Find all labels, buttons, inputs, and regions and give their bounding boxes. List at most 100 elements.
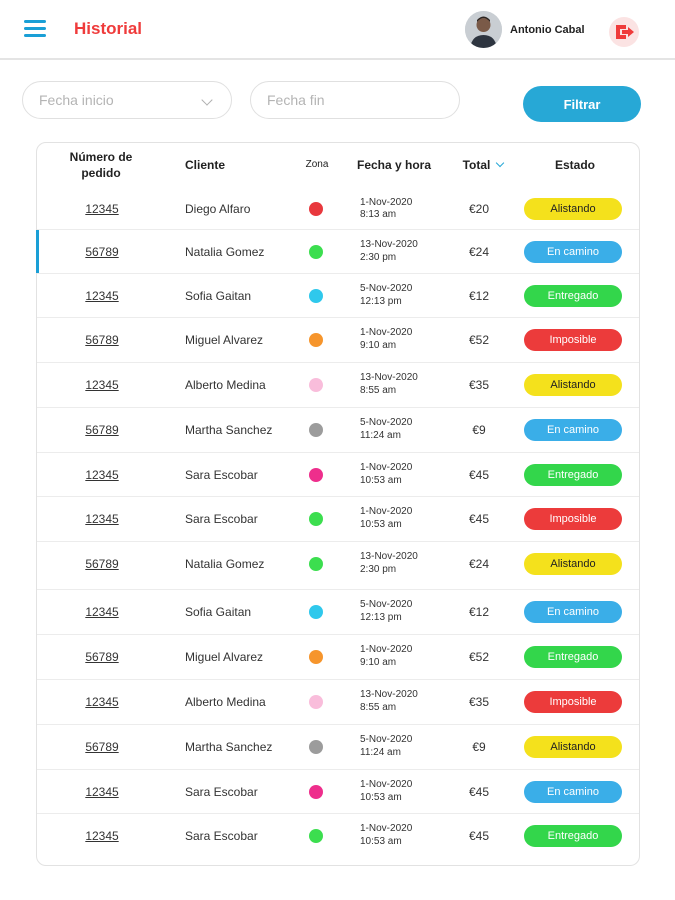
datetime-cell: 5-Nov-2020 11:24 am [360, 408, 440, 451]
status-badge[interactable]: En camino [524, 240, 622, 263]
status-badge[interactable]: Alistando [524, 198, 622, 220]
order-total: €35 [468, 377, 490, 392]
order-number-link[interactable]: 12345 [85, 288, 119, 303]
order-time: 11:24 am [360, 429, 401, 441]
table-row[interactable]: 12345 Sara Escobar 1-Nov-2020 10:53 am €45 En… [37, 452, 639, 496]
order-number-link[interactable]: 56789 [85, 739, 119, 754]
filter-button[interactable]: Filtrar [523, 86, 641, 122]
table-row[interactable]: 12345 Diego Alfaro 1-Nov-2020 8:13 am €20 Ali… [37, 187, 639, 231]
table-row[interactable]: 12345 Sara Escobar 1-Nov-2020 10:53 am €45 Im… [37, 496, 639, 540]
status-cell: En camino [521, 230, 625, 273]
order-date: 5-Nov-2020 [360, 599, 413, 610]
zone-dot-icon [309, 422, 323, 437]
zone-indicator [307, 230, 325, 273]
table-row[interactable]: 56789 Natalia Gomez 13-Nov-2020 2:30 pm €24 E… [36, 229, 639, 273]
zone-indicator [307, 770, 325, 813]
order-total: €12 [468, 604, 490, 619]
status-badge[interactable]: En camino [524, 418, 622, 441]
table-row[interactable]: 56789 Miguel Alvarez 1-Nov-2020 9:10 am €52 E… [37, 634, 639, 678]
order-number-link[interactable]: 56789 [85, 649, 119, 664]
status-badge[interactable]: Entregado [524, 463, 622, 486]
datetime-cell: 1-Nov-2020 8:13 am [360, 187, 440, 231]
status-cell: Imposible [521, 680, 625, 723]
status-badge[interactable]: Entregado [524, 284, 622, 307]
status-cell: Alistando [521, 363, 625, 406]
column-header-order: Número de pedido [69, 149, 133, 180]
table-row[interactable]: 56789 Miguel Alvarez 1-Nov-2020 9:10 am €52 I… [37, 317, 639, 361]
order-number-link[interactable]: 12345 [85, 202, 119, 216]
datetime-cell: 1-Nov-2020 10:53 am [360, 770, 440, 813]
order-number-link[interactable]: 56789 [85, 556, 119, 571]
status-badge[interactable]: Imposible [524, 690, 622, 713]
client-name: Sara Escobar [185, 511, 258, 526]
order-total: €24 [468, 244, 490, 259]
status-badge[interactable]: Imposible [524, 328, 622, 351]
status-cell: Imposible [521, 497, 625, 540]
order-date: 5-Nov-2020 [360, 283, 413, 294]
status-badge[interactable]: Entregado [524, 645, 622, 668]
order-number-link[interactable]: 56789 [85, 244, 119, 259]
user-name: Antonio Cabal [510, 24, 585, 36]
order-date: 1-Nov-2020 [360, 823, 413, 834]
client-name: Natalia Gomez [185, 244, 265, 259]
order-number-link[interactable]: 12345 [85, 377, 119, 392]
status-badge[interactable]: Entregado [524, 824, 622, 847]
table-row[interactable]: 12345 Alberto Medina 13-Nov-2020 8:55 am €35… [37, 362, 639, 406]
order-number-link[interactable]: 12345 [85, 604, 119, 619]
end-date-field[interactable] [250, 81, 460, 119]
table-row[interactable]: 12345 Sofia Gaitan 5-Nov-2020 12:13 pm €12 En… [37, 273, 639, 317]
table-row[interactable]: 56789 Martha Sanchez 5-Nov-2020 11:24 am €9 E… [37, 407, 639, 451]
zone-dot-icon [309, 694, 323, 709]
order-number-link[interactable]: 12345 [85, 467, 119, 482]
table-row[interactable]: 12345 Alberto Medina 13-Nov-2020 8:55 am €35… [37, 679, 639, 723]
zone-indicator [307, 408, 325, 451]
client-name: Miguel Alvarez [185, 649, 264, 664]
order-number-link[interactable]: 56789 [85, 332, 119, 347]
start-date-field[interactable] [22, 81, 232, 119]
order-number-link[interactable]: 12345 [85, 694, 119, 709]
order-number-link[interactable]: 12345 [85, 511, 119, 526]
logout-icon[interactable] [608, 16, 640, 48]
table-row[interactable]: 56789 Martha Sanchez 5-Nov-2020 11:24 am €9 A… [37, 724, 639, 768]
order-number-link[interactable]: 12345 [85, 784, 119, 799]
status-badge[interactable]: En camino [524, 780, 622, 803]
zone-dot-icon [309, 511, 323, 526]
order-time: 9:10 am [360, 656, 397, 668]
page-title: Historial [74, 19, 143, 38]
datetime-cell: 13-Nov-2020 2:30 pm [360, 230, 440, 273]
zone-dot-icon [309, 332, 323, 347]
column-header-total[interactable]: Total [453, 143, 513, 187]
table-row[interactable]: 12345 Sara Escobar 1-Nov-2020 10:53 am €45 En… [37, 769, 639, 813]
zone-indicator [307, 318, 325, 361]
order-time: 8:13 am [360, 209, 397, 220]
user-avatar[interactable] [465, 11, 502, 48]
client-name: Sara Escobar [185, 467, 258, 482]
status-cell: Entregado [521, 635, 625, 678]
status-badge[interactable]: En camino [524, 600, 622, 623]
zone-dot-icon [309, 288, 323, 303]
order-number-link[interactable]: 56789 [85, 422, 119, 437]
status-cell: Alistando [521, 187, 625, 231]
hamburger-menu-icon[interactable] [24, 20, 46, 37]
zone-indicator [307, 542, 325, 585]
order-total: €45 [468, 784, 490, 799]
zone-dot-icon [309, 556, 323, 571]
zone-dot-icon [309, 828, 323, 843]
table-row[interactable]: 12345 Sara Escobar 1-Nov-2020 10:53 am €45 En… [37, 813, 639, 857]
order-time: 8:55 am [360, 701, 397, 713]
sort-chevron-down-icon[interactable] [496, 158, 505, 168]
status-badge[interactable]: Alistando [524, 373, 622, 396]
order-time: 8:55 am [360, 384, 397, 396]
status-badge[interactable]: Alistando [524, 552, 622, 575]
datetime-cell: 1-Nov-2020 10:53 am [360, 453, 440, 496]
status-badge[interactable]: Alistando [524, 735, 622, 758]
table-row[interactable]: 56789 Natalia Gomez 13-Nov-2020 2:30 pm €24 A… [37, 541, 639, 585]
order-number-link[interactable]: 12345 [85, 828, 119, 843]
table-row[interactable]: 12345 Sofia Gaitan 5-Nov-2020 12:13 pm €12 En… [37, 589, 639, 633]
order-date: 13-Nov-2020 [360, 689, 418, 700]
datetime-cell: 1-Nov-2020 9:10 am [360, 635, 440, 678]
status-badge[interactable]: Imposible [524, 507, 622, 530]
column-header-zone: Zona [305, 159, 329, 171]
order-date: 1-Nov-2020 [360, 196, 413, 208]
order-time: 9:10 am [360, 339, 397, 351]
